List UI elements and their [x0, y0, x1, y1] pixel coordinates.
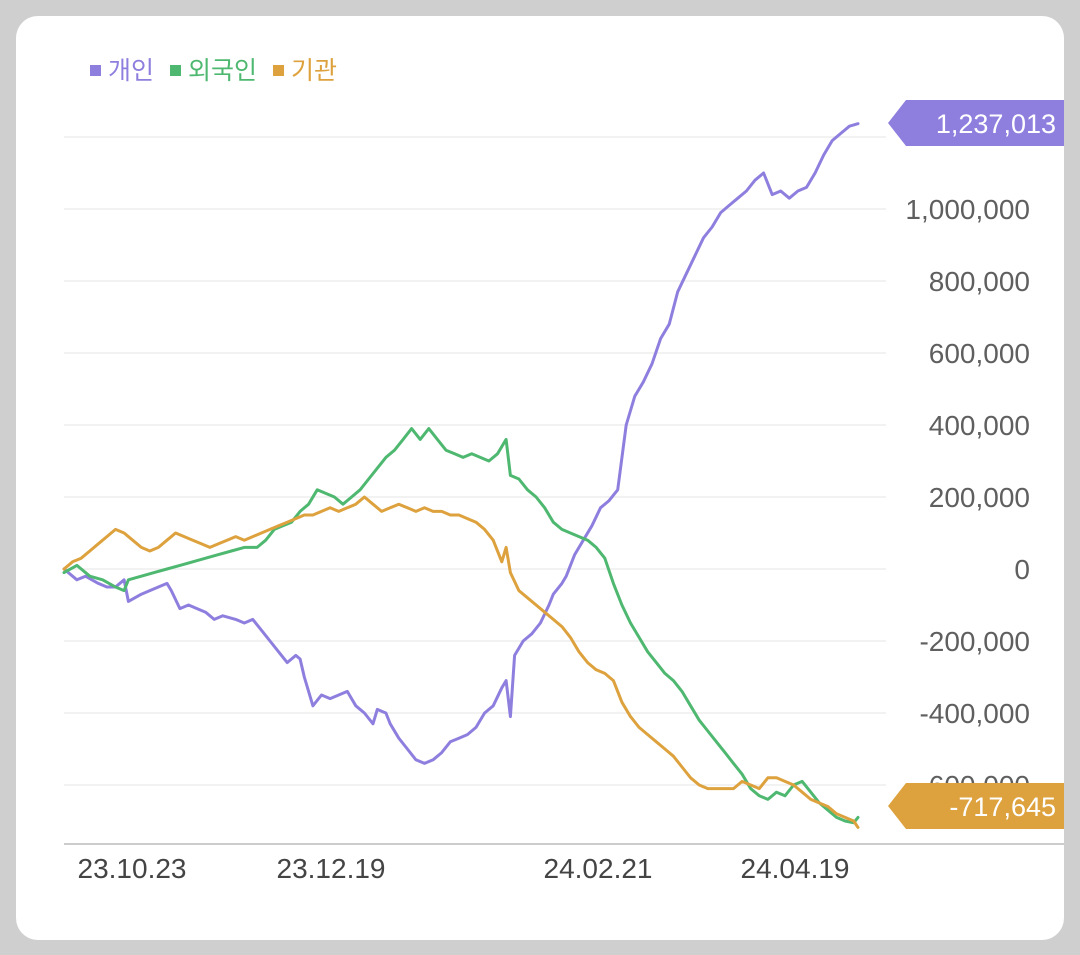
series-line — [62, 122, 860, 765]
y-tick-label: 600,000 — [929, 338, 1030, 369]
line-chart: 1,000,000 800,000 600,000 400,000 200,000 0 -2… — [62, 57, 1064, 884]
legend-swatch — [90, 65, 101, 76]
y-tick-label: -200,000 — [919, 626, 1030, 657]
legend-swatch — [170, 65, 182, 76]
y-tick-label: 200,000 — [929, 482, 1030, 513]
legend-label: 개인 — [108, 57, 154, 85]
legend-label: 기관 — [291, 57, 337, 85]
gridlines — [64, 136, 886, 786]
value-callout — [888, 100, 1064, 146]
value-callout-label: 1,237,013 — [936, 109, 1056, 139]
y-tick-label: 1,000,000 — [905, 194, 1030, 225]
x-axis: 23.10.23 23.12.19 24.02.21 24.04.19 — [78, 853, 850, 884]
series-line — [62, 495, 860, 829]
series-line — [62, 427, 860, 825]
x-tick-label: 23.12.19 — [277, 853, 386, 884]
chart-card: 1,000,000 800,000 600,000 400,000 200,000 0 -2… — [16, 16, 1064, 940]
y-tick-label: 0 — [1014, 554, 1030, 585]
x-tick-label: 24.04.19 — [741, 853, 850, 884]
legend-label: 외국인 — [188, 57, 257, 85]
y-tick-label: 800,000 — [929, 266, 1030, 297]
value-callout-label: -717,645 — [949, 792, 1056, 822]
y-tick-label: -400,000 — [919, 698, 1030, 729]
series-lines — [62, 122, 860, 829]
x-tick-label: 23.10.23 — [78, 853, 187, 884]
value-callouts: 1,237,013 -717,645 — [888, 100, 1064, 829]
x-tick-label: 24.02.21 — [544, 853, 653, 884]
legend-swatch — [273, 65, 285, 76]
value-callout — [888, 783, 1064, 829]
legend: 개인 외국인 기관 — [90, 57, 337, 85]
y-axis: 1,000,000 800,000 600,000 400,000 200,000 0 -2… — [905, 194, 1030, 801]
y-tick-label: 400,000 — [929, 410, 1030, 441]
